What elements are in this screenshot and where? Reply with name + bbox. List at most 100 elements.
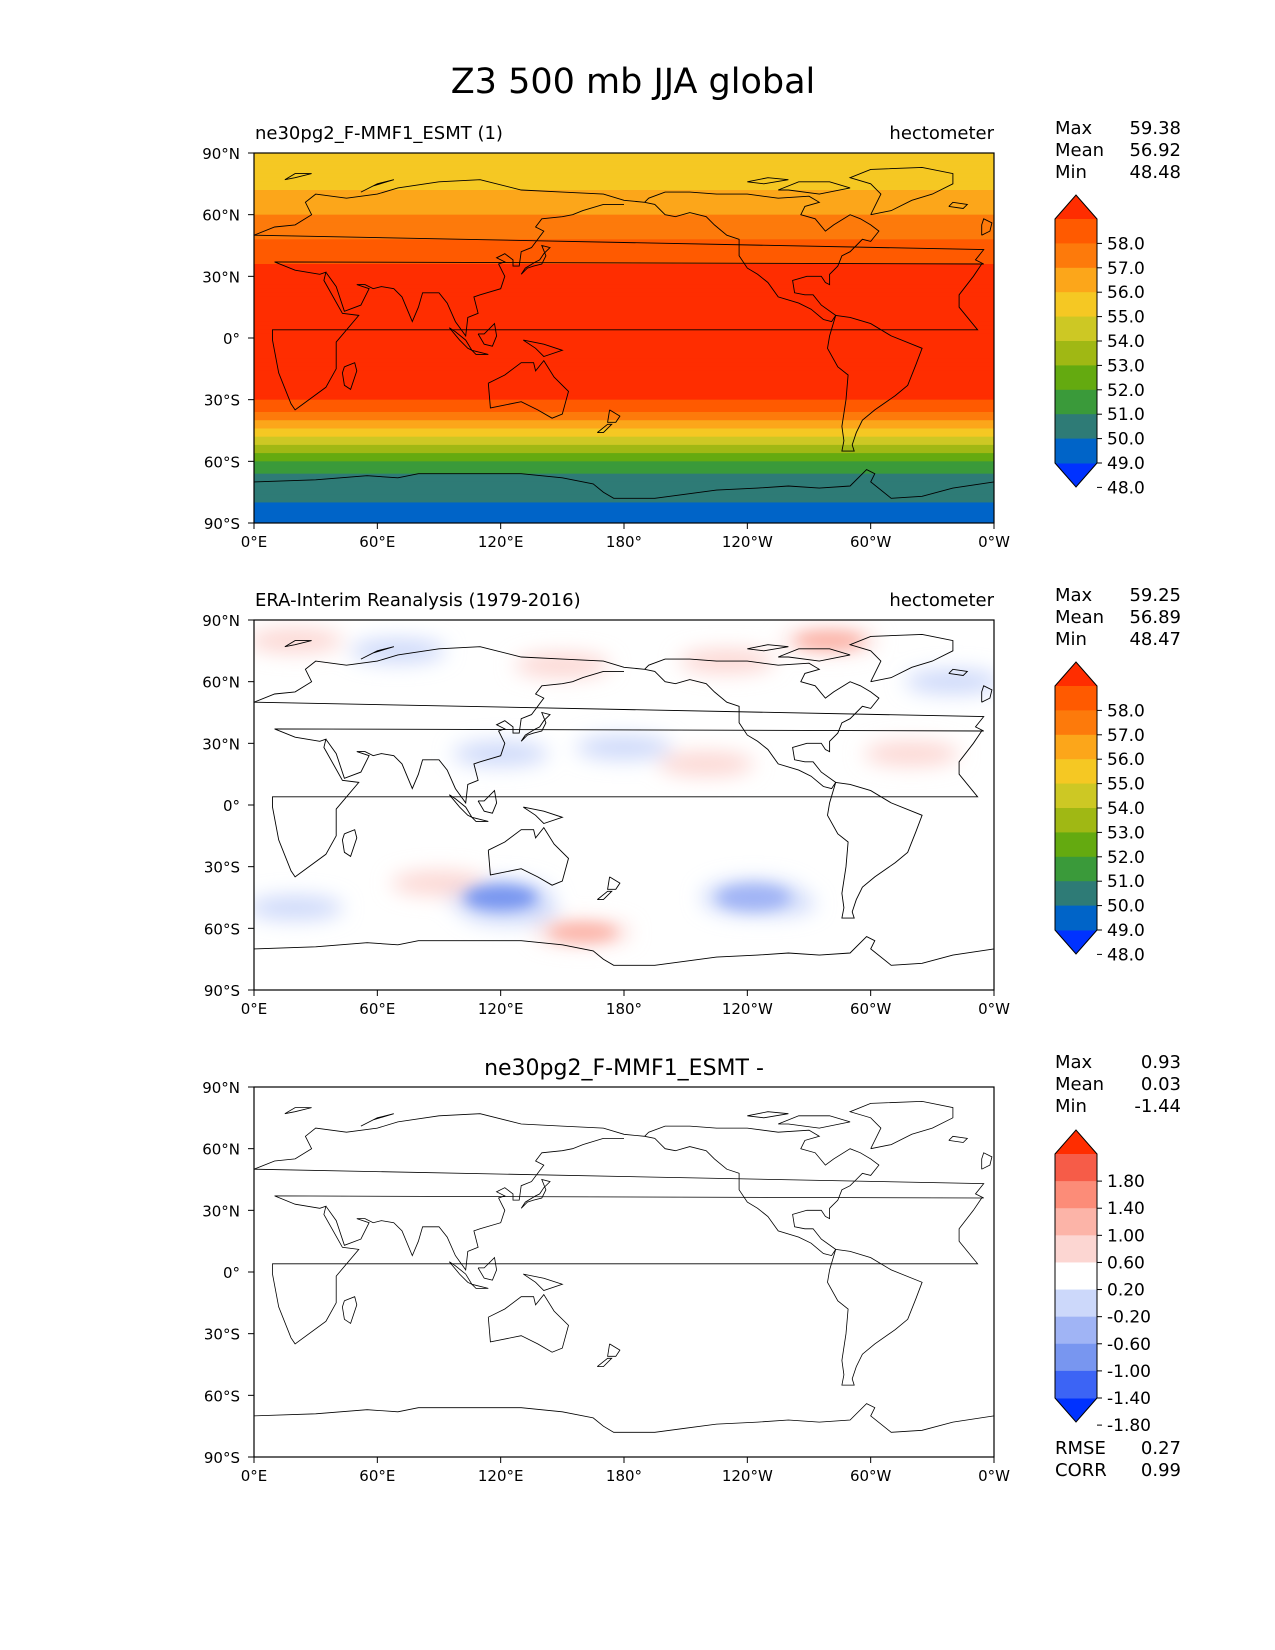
field-band [254,457,994,462]
panel-1-left-title: ne30pg2_F-MMF1_ESMT (1) [255,123,503,144]
colorbar-segment [1055,438,1097,464]
colorbar-segment [1055,243,1097,269]
x-tick-label: 120°E [478,1000,524,1018]
colorbar-segment [1055,881,1097,907]
field-band [254,424,994,430]
colorbar-segment [1055,1262,1097,1291]
field-band [254,465,994,471]
field-band [254,370,994,376]
colorbar-segment [1055,1370,1097,1399]
panel-2-stats: Max 59.25 Mean 56.89 Min 48.47 [1055,585,1181,650]
colorbar-tick-label: -1.40 [1107,1389,1151,1409]
coastline [471,349,489,355]
panel-3-colorbar: 1.80 1.40 1.00 0.60 0.20 -0.20 -0.60 -1.00 -1.40… [1054,1129,1151,1436]
x-tick-label: 0°E [241,1000,268,1018]
y-tick-label: 90°S [204,515,240,533]
coastline [644,1125,880,1257]
x-tick-label: 180° [606,533,642,551]
coastline [360,1113,394,1127]
panel-3-stat-rmse-label: RMSE [1055,1438,1106,1459]
field-band [254,477,994,483]
anomaly-core [549,924,617,941]
panel-1-x-axis: 0°E 60°E 120°E 180° 120°W 60°W 0°W [241,523,1010,551]
field-band [254,259,994,265]
field-band [254,243,994,249]
field-band [254,268,994,273]
field-band [254,469,994,475]
colorbar-tick-label: 55.0 [1107,308,1145,328]
coastline [254,936,994,966]
field-band [254,444,994,450]
anomaly-core [717,884,790,911]
field-band [254,169,994,175]
field-band [254,161,994,166]
panel-3-x-axis: 0°E 60°E 120°E 180° 120°W 60°W 0°W [241,1457,1010,1485]
coastline [254,646,645,703]
coastline [981,685,993,703]
coastline [520,244,551,275]
field-band [254,157,994,162]
coastline [747,1111,789,1119]
field-band [254,317,994,323]
coastline [254,1168,985,1345]
colorbar-tick-label: -0.60 [1107,1335,1151,1355]
field-band [254,362,994,368]
field-band [254,420,994,425]
field-band [254,272,994,277]
y-tick-label: 30°S [204,859,240,877]
field-band [254,218,994,224]
field-band [254,514,994,520]
colorbar-segment [1055,1181,1097,1209]
panel-1-y-axis: 90°N 60°N 30°N 0° 30°S 60°S 90°S [202,145,254,533]
panel-3-stats: Max 0.93 Mean 0.03 Min -1.44 RMSE 0.27 C… [1055,1052,1181,1481]
panel-1-map [254,153,994,523]
panel-1-colorbar: 58.0 57.0 56.0 55.0 54.0 53.0 52.0 51.0 50.0 49.0… [1054,194,1145,498]
colorbar-segment [1055,414,1097,440]
field-band [254,432,994,438]
coastline [523,339,564,358]
field-band [254,214,994,220]
coastline [254,179,645,236]
colorbar-tick-label: 57.0 [1107,259,1145,279]
coastline [948,201,969,209]
field-band [254,502,994,508]
field-band [254,235,994,240]
field-band [254,264,994,269]
field-band [254,506,994,512]
y-tick-label: 60°S [204,1387,240,1405]
coastline [284,173,312,181]
field-band [254,338,994,343]
colorbar-segment [1055,365,1097,391]
coastline [607,1343,621,1357]
panel-1-stat-min-value: 48.48 [1129,162,1181,183]
field-band [254,231,994,236]
field-band [254,284,994,290]
field-band [254,313,994,319]
field-band [254,194,994,199]
colorbar-extend-max [1055,662,1097,686]
colorbar-tick-label: 56.0 [1107,750,1145,770]
x-tick-label: 0°W [978,1000,1010,1018]
field-band [254,276,994,282]
field-band [254,453,994,458]
field-band [254,173,994,179]
colorbar-tick-label: 58.0 [1107,234,1145,254]
colorbar-tick-label: 57.0 [1107,726,1145,746]
panel-3-map [254,1100,994,1433]
colorbar-segment [1055,783,1097,809]
panel-3: ne30pg2_F-MMF1_ESMT - 90°N 60°N 30°N 0° 30°S… [202,1056,1010,1485]
panel-3-center-title: ne30pg2_F-MMF1_ESMT - [484,1056,764,1081]
coastline [471,816,489,822]
coastline [827,781,923,919]
panel-2-stat-mean-value: 56.89 [1129,607,1181,628]
coastline [607,409,621,423]
coastline [254,701,985,878]
colorbar-segment [1055,1316,1097,1345]
field-band [254,350,994,356]
figure-title: Z3 500 mb JJA global [451,62,816,102]
colorbar-segment [1055,686,1097,711]
coastline [487,1293,569,1353]
colorbar-tick-label: 49.0 [1107,921,1145,941]
coastline [827,1249,923,1386]
field-band [254,251,994,257]
